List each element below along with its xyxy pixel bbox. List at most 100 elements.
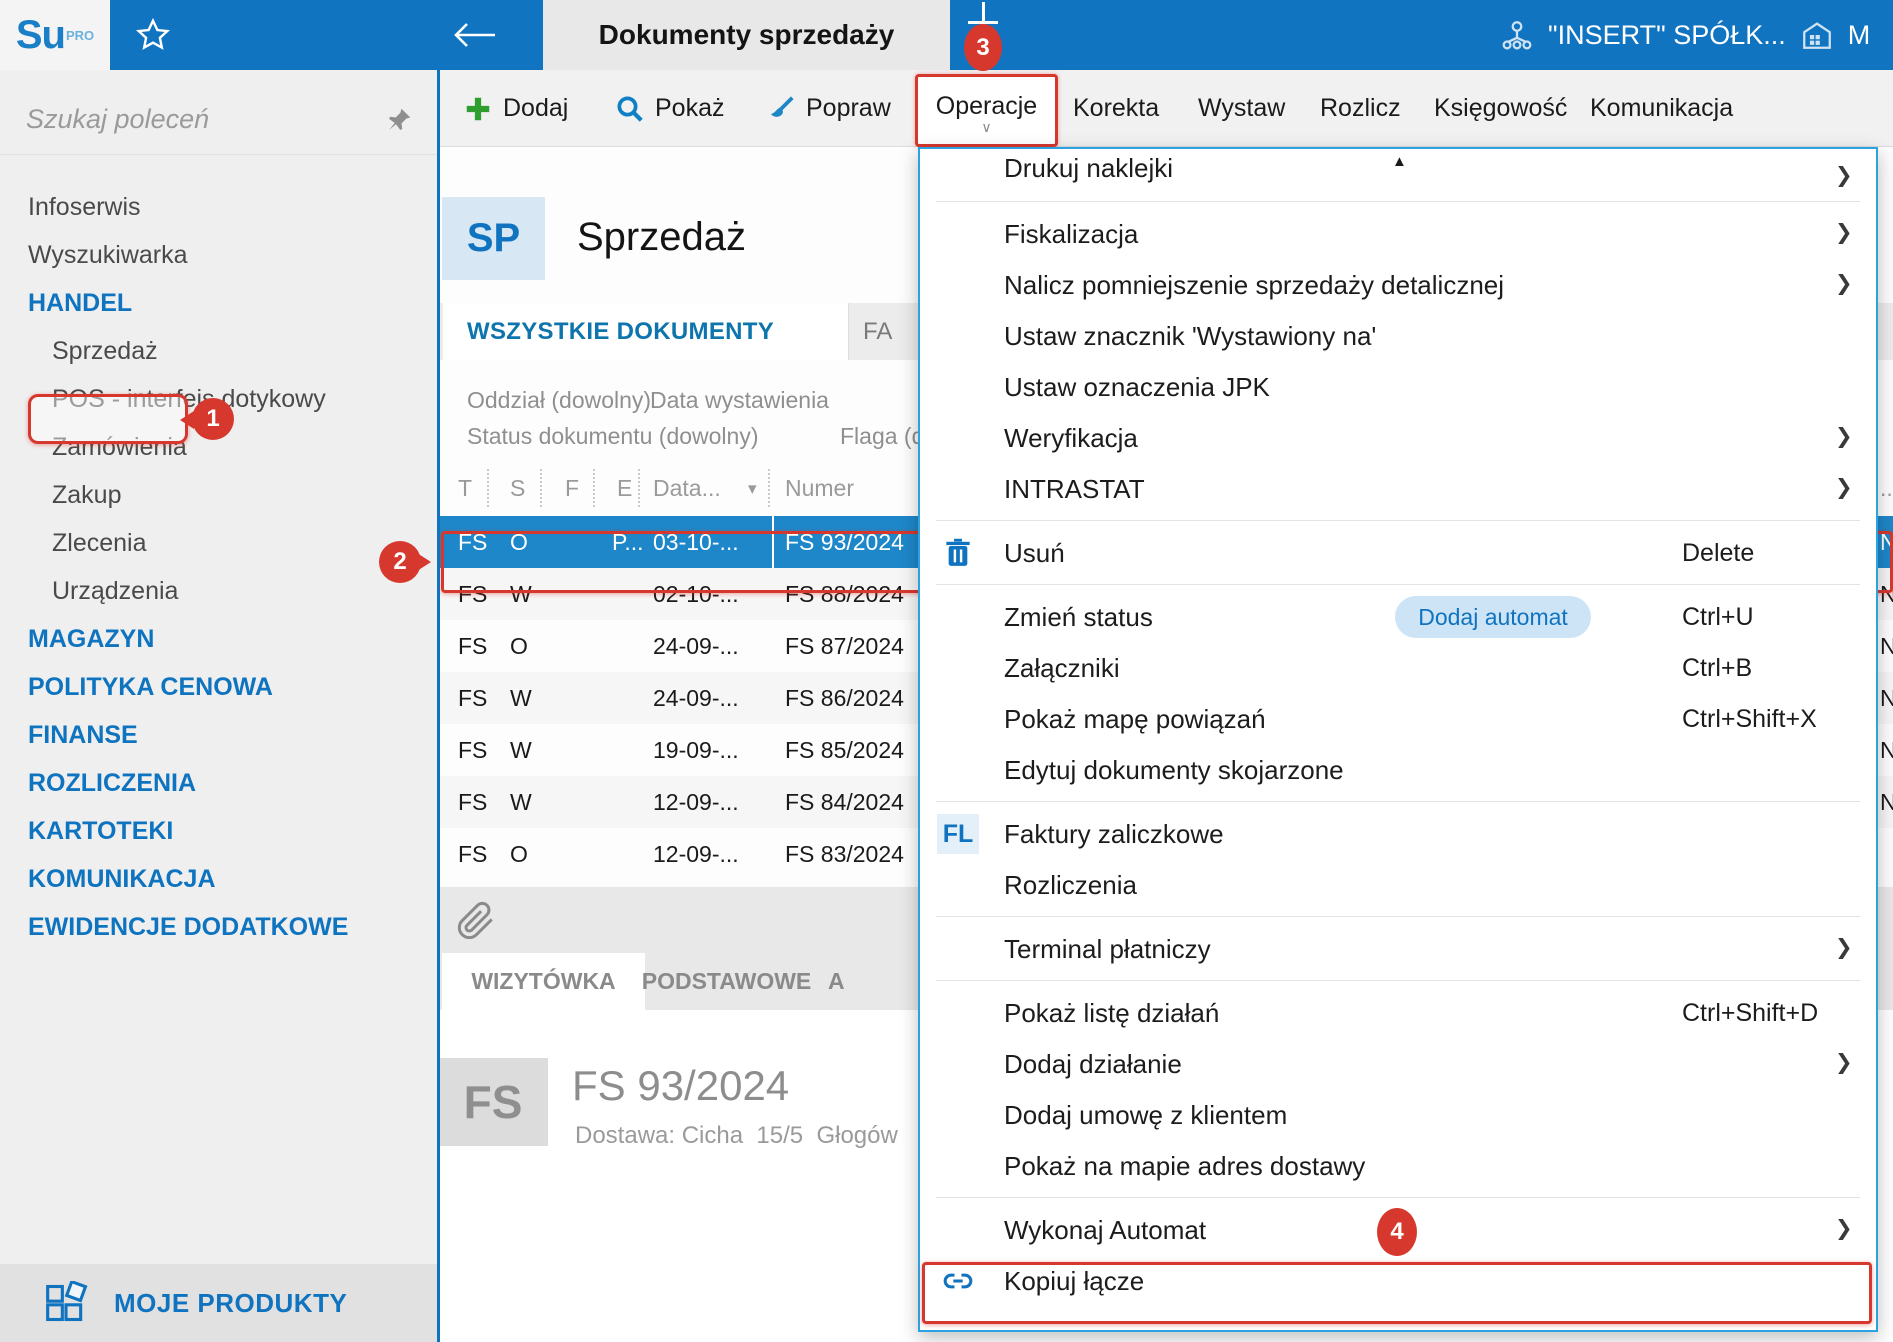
menu-item-edytuj-dokumenty-skojarzone[interactable]: Edytuj dokumenty skojarzone — [920, 744, 1876, 795]
column-header-numer[interactable]: Numer — [785, 475, 855, 501]
sidebar-item-wyszukiwarka[interactable]: Wyszukiwarka — [28, 241, 188, 269]
fl-icon: FL — [937, 814, 979, 854]
menu-item-drukuj-naklejki[interactable]: Drukuj naklejki ❯ — [920, 151, 1876, 195]
column-header-t[interactable]: T — [458, 475, 473, 501]
cell-clipped-fragment: N — [1880, 685, 1893, 711]
sidebar-item-komunikacja[interactable]: KOMUNIKACJA — [28, 865, 216, 893]
menu-item-terminal-płatniczy[interactable]: Terminal płatniczy ❯ — [920, 923, 1876, 974]
search-icon — [615, 94, 645, 124]
sidebar-item-finanse[interactable]: FINANSE — [28, 721, 138, 749]
filter-status-dokumentu[interactable]: Status dokumentu (dowolny) — [467, 423, 759, 449]
sidebar-item-magazyn[interactable]: MAGAZYN — [28, 625, 155, 653]
sidebar-item-zakup[interactable]: Zakup — [52, 481, 122, 509]
tab-label: PODSTAWOWE — [641, 968, 812, 994]
menu-item-usuń[interactable]: Usuń Delete — [920, 527, 1876, 578]
menu-item-pokaż-mapę-powiązań[interactable]: Pokaż mapę powiązań Ctrl+Shift+X — [920, 693, 1876, 744]
sidebar-item-urządzenia[interactable]: Urządzenia — [52, 577, 179, 605]
sidebar-item-zlecenia[interactable]: Zlecenia — [52, 529, 147, 557]
menu-item-weryfikacja[interactable]: Weryfikacja ❯ — [920, 412, 1876, 463]
cell-type: FS — [458, 581, 488, 607]
column-header-data[interactable]: Data... — [653, 475, 721, 501]
menu-item-dodaj-umowę-z-klientem[interactable]: Dodaj umowę z klientem — [920, 1089, 1876, 1140]
sidebar-item-ewidencje-dodatkowe[interactable]: EWIDENCJE DODATKOWE — [28, 913, 349, 941]
submenu-chevron-icon: ❯ — [1835, 272, 1853, 295]
menu-item-zmień-status[interactable]: Zmień status Dodaj automat Ctrl+U — [920, 591, 1876, 642]
menu-item-label: Zmień status — [1004, 602, 1153, 632]
favorites-star-icon[interactable] — [118, 0, 188, 70]
document-delivery-subtitle: Dostawa: Cicha 15/5 Głogów — [575, 1122, 898, 1149]
table-header[interactable]: T S F E Data... Numer ▾... — [440, 467, 1893, 512]
sidebar-item-kartoteki[interactable]: KARTOTEKI — [28, 817, 174, 845]
column-header-e[interactable]: E — [617, 475, 633, 501]
menu-item-wykonaj-automat[interactable]: Wykonaj Automat ❯ — [920, 1204, 1876, 1255]
menu-item-ustaw-znacznik-wystawiony-na-[interactable]: Ustaw znacznik 'Wystawiony na' — [920, 310, 1876, 361]
attachment-paperclip-icon[interactable] — [456, 901, 496, 941]
back-arrow-icon[interactable] — [440, 0, 510, 70]
toolbar-button-ksiegowosc[interactable]: Księgowość — [1434, 70, 1567, 147]
sort-descending-icon[interactable]: ▾ — [748, 479, 757, 498]
menu-item-rozliczenia[interactable]: Rozliczenia — [920, 859, 1876, 910]
menu-item-załączniki[interactable]: Załączniki Ctrl+B — [920, 642, 1876, 693]
toolbar-button-dodaj[interactable]: Dodaj — [463, 70, 568, 147]
menu-item-label: Ustaw oznaczenia JPK — [1004, 372, 1270, 402]
submenu-chevron-icon: ❯ — [1835, 1051, 1853, 1074]
cell-status: O — [510, 841, 528, 867]
table-row-fs-85-2024[interactable]: FS W 19-09-... FS 85/2024 N — [440, 724, 1893, 776]
sidebar-item-polityka-cenowa[interactable]: POLITYKA CENOWA — [28, 673, 273, 701]
submenu-chevron-icon: ❯ — [1835, 936, 1853, 959]
sidebar-item-rozliczenia[interactable]: ROZLICZENIA — [28, 769, 197, 797]
menu-item-fiskalizacja[interactable]: Fiskalizacja ❯ — [920, 208, 1876, 259]
sidebar-item-zamówienia[interactable]: Zamówienia — [52, 433, 187, 461]
menu-item-ustaw-oznaczenia-jpk[interactable]: Ustaw oznaczenia JPK — [920, 361, 1876, 412]
detail-tab-wizytowka[interactable]: WIZYTÓWKA — [442, 953, 645, 1010]
toolbar-button-pokaz[interactable]: Pokaż — [615, 70, 724, 147]
pin-icon[interactable] — [384, 105, 414, 135]
sidebar-item-handel[interactable]: HANDEL — [28, 289, 133, 317]
filter-flaga[interactable]: Flaga (d — [840, 423, 925, 449]
menu-item-pokaż-listę-działań[interactable]: Pokaż listę działań Ctrl+Shift+D — [920, 987, 1876, 1038]
menu-item-kopiuj-łącze[interactable]: Kopiuj łącze — [920, 1255, 1876, 1306]
new-tab-plus-icon[interactable] — [968, 2, 998, 26]
sidebar-item-infoserwis[interactable]: Infoserwis — [28, 193, 141, 221]
tab-wszystkie-dokumenty[interactable]: WSZYSTKIE DOKUMENTY — [443, 303, 848, 360]
menu-item-label: Weryfikacja — [1004, 423, 1138, 453]
toolbar-button-wystaw[interactable]: Wystaw — [1198, 70, 1285, 147]
cell-number: FS 85/2024 — [785, 737, 904, 763]
menu-shortcut: Ctrl+Shift+X — [1682, 705, 1817, 733]
detail-tab-clipped[interactable]: A — [808, 953, 918, 1010]
tab-dokumenty-sprzedazy[interactable]: Dokumenty sprzedaży — [543, 0, 950, 70]
sidebar-footer-moje-produkty[interactable]: MOJE PRODUKTY — [0, 1264, 437, 1342]
sidebar-item-pos-interfejs-dotykowy[interactable]: POS - interfejs dotykowy — [52, 385, 326, 413]
filter-oddzial[interactable]: Oddział (dowolny) — [467, 387, 652, 413]
table-row-fs-83-2024[interactable]: FS O 12-09-... FS 83/2024 — [440, 828, 1893, 867]
menu-item-intrastat[interactable]: INTRASTAT ❯ — [920, 463, 1876, 514]
dodaj-automat-pill[interactable]: Dodaj automat — [1395, 596, 1591, 638]
sidebar-item-sprzedaż[interactable]: Sprzedaż — [52, 337, 158, 365]
toolbar-button-rozlicz[interactable]: Rozlicz — [1320, 70, 1401, 147]
cell-type: FS — [458, 737, 488, 763]
app-logo: Su PRO — [0, 0, 110, 70]
toolbar-button-operacje[interactable]: Operacje ∨ — [915, 74, 1058, 147]
menu-item-nalicz-pomniejszenie-sprzedaży-detalicznej[interactable]: Nalicz pomniejszenie sprzedaży detaliczn… — [920, 259, 1876, 310]
menu-item-faktury-zaliczkowe[interactable]: FL Faktury zaliczkowe — [920, 808, 1876, 859]
menu-item-pokaż-na-mapie-adres-dostawy[interactable]: Pokaż na mapie adres dostawy — [920, 1140, 1876, 1191]
cell-status: O — [510, 529, 528, 555]
menu-item-dodaj-działanie[interactable]: Dodaj działanie ❯ — [920, 1038, 1876, 1089]
search-input[interactable] — [26, 93, 366, 145]
top-bar: Su PRO Dokumenty sprzedaży "INSERT" SPÓŁK… — [0, 0, 1893, 71]
column-header-s[interactable]: S — [510, 475, 526, 501]
table-row-fs-87-2024[interactable]: FS O 24-09-... FS 87/2024 N — [440, 620, 1893, 672]
filter-data-wystawienia[interactable]: Data wystawienia — [650, 387, 829, 413]
branch-name-clipped[interactable]: M — [1847, 19, 1871, 50]
toolbar-button-komunikacja[interactable]: Komunikacja — [1590, 70, 1733, 147]
toolbar-button-korekta[interactable]: Korekta — [1073, 70, 1159, 147]
annotation-badge-2: 2 — [379, 541, 421, 583]
company-name[interactable]: "INSERT" SPÓŁK... — [1548, 19, 1786, 50]
menu-scroll-up-icon[interactable]: ▲ — [1392, 153, 1407, 170]
detail-tab-podstawowe[interactable]: PODSTAWOWE — [642, 953, 812, 1010]
column-header-f[interactable]: F — [565, 475, 580, 501]
toolbar-button-popraw[interactable]: Popraw — [766, 70, 891, 147]
menu-separator — [920, 195, 1876, 208]
cell-type: FS — [458, 633, 488, 659]
menu-separator — [920, 795, 1876, 808]
